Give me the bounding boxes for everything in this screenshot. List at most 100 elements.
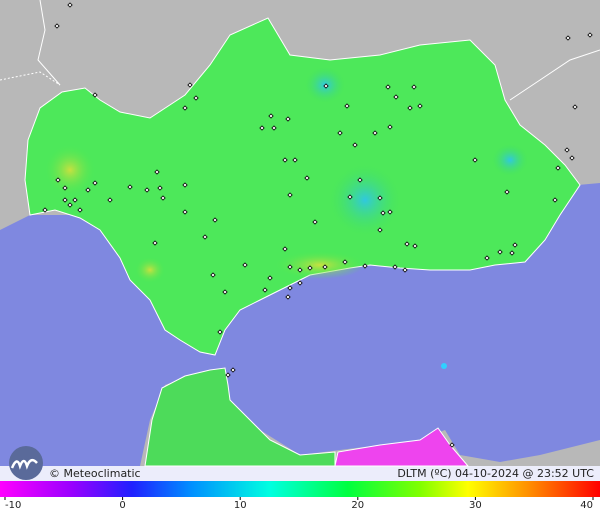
warm-spot — [275, 251, 365, 279]
station — [193, 95, 199, 101]
station — [449, 442, 455, 448]
station — [154, 169, 160, 175]
station — [217, 329, 223, 335]
station — [287, 264, 293, 270]
station — [182, 182, 188, 188]
station — [472, 157, 478, 163]
station — [282, 246, 288, 252]
station — [285, 116, 291, 122]
station — [67, 202, 73, 208]
station — [362, 263, 368, 269]
station — [312, 219, 318, 225]
station — [157, 185, 163, 191]
caption: DLTM (ºC) 04-10-2024 @ 23:52 UTC — [397, 467, 594, 480]
station — [297, 267, 303, 273]
station — [565, 35, 571, 41]
station — [42, 207, 48, 213]
tick-label: 30 — [469, 500, 482, 511]
warm-spot — [45, 145, 95, 195]
station — [393, 94, 399, 100]
station — [344, 103, 350, 109]
station — [54, 23, 60, 29]
station — [412, 243, 418, 249]
station — [387, 209, 393, 215]
legend-ticks: -10 0 10 20 30 40 — [4, 497, 594, 511]
warm-spot — [135, 257, 165, 283]
station — [262, 287, 268, 293]
station — [377, 227, 383, 233]
station — [230, 367, 236, 373]
station — [292, 157, 298, 163]
station — [587, 32, 593, 38]
info-bar — [0, 466, 600, 481]
station — [62, 197, 68, 203]
station — [497, 249, 503, 255]
tick-label: -10 — [5, 500, 21, 511]
station — [552, 197, 558, 203]
station — [182, 105, 188, 111]
station — [555, 165, 561, 171]
station — [160, 195, 166, 201]
station — [387, 124, 393, 130]
station — [417, 103, 423, 109]
station — [307, 265, 313, 271]
station — [187, 82, 193, 88]
station — [202, 234, 208, 240]
station — [182, 209, 188, 215]
station — [271, 125, 277, 131]
station — [392, 264, 398, 270]
station — [72, 197, 78, 203]
station — [323, 83, 329, 89]
border — [37, 0, 61, 86]
station — [267, 275, 273, 281]
station — [67, 2, 73, 8]
station — [92, 92, 98, 98]
station — [242, 262, 248, 268]
station — [572, 104, 578, 110]
station — [372, 130, 378, 136]
station — [402, 267, 408, 273]
tick-label: 20 — [351, 500, 364, 511]
station — [85, 187, 91, 193]
logo — [9, 446, 43, 480]
station — [287, 192, 293, 198]
cool-spot — [492, 144, 528, 176]
station — [210, 272, 216, 278]
station — [77, 207, 83, 213]
station — [322, 264, 328, 270]
station — [92, 180, 98, 186]
station — [342, 259, 348, 265]
station — [509, 250, 515, 256]
border — [0, 71, 61, 86]
legend-bg — [0, 497, 600, 517]
station — [225, 372, 231, 378]
station — [385, 84, 391, 90]
station — [512, 242, 518, 248]
tick-label: 10 — [234, 500, 247, 511]
stations — [42, 2, 593, 448]
station — [55, 177, 61, 183]
station — [377, 195, 383, 201]
station — [504, 189, 510, 195]
tick-label: 40 — [580, 500, 593, 511]
station — [285, 294, 291, 300]
station — [127, 184, 133, 190]
cool-spot — [330, 165, 400, 235]
border — [509, 49, 600, 101]
tick-label: 0 — [119, 500, 125, 511]
station — [564, 147, 570, 153]
station — [352, 142, 358, 148]
station — [411, 84, 417, 90]
station — [268, 113, 274, 119]
station — [380, 210, 386, 216]
station — [347, 194, 353, 200]
station — [144, 187, 150, 193]
station — [107, 197, 113, 203]
station — [152, 240, 158, 246]
station — [304, 175, 310, 181]
station — [222, 289, 228, 295]
colorbar — [0, 481, 600, 497]
station — [484, 255, 490, 261]
station — [287, 285, 293, 291]
